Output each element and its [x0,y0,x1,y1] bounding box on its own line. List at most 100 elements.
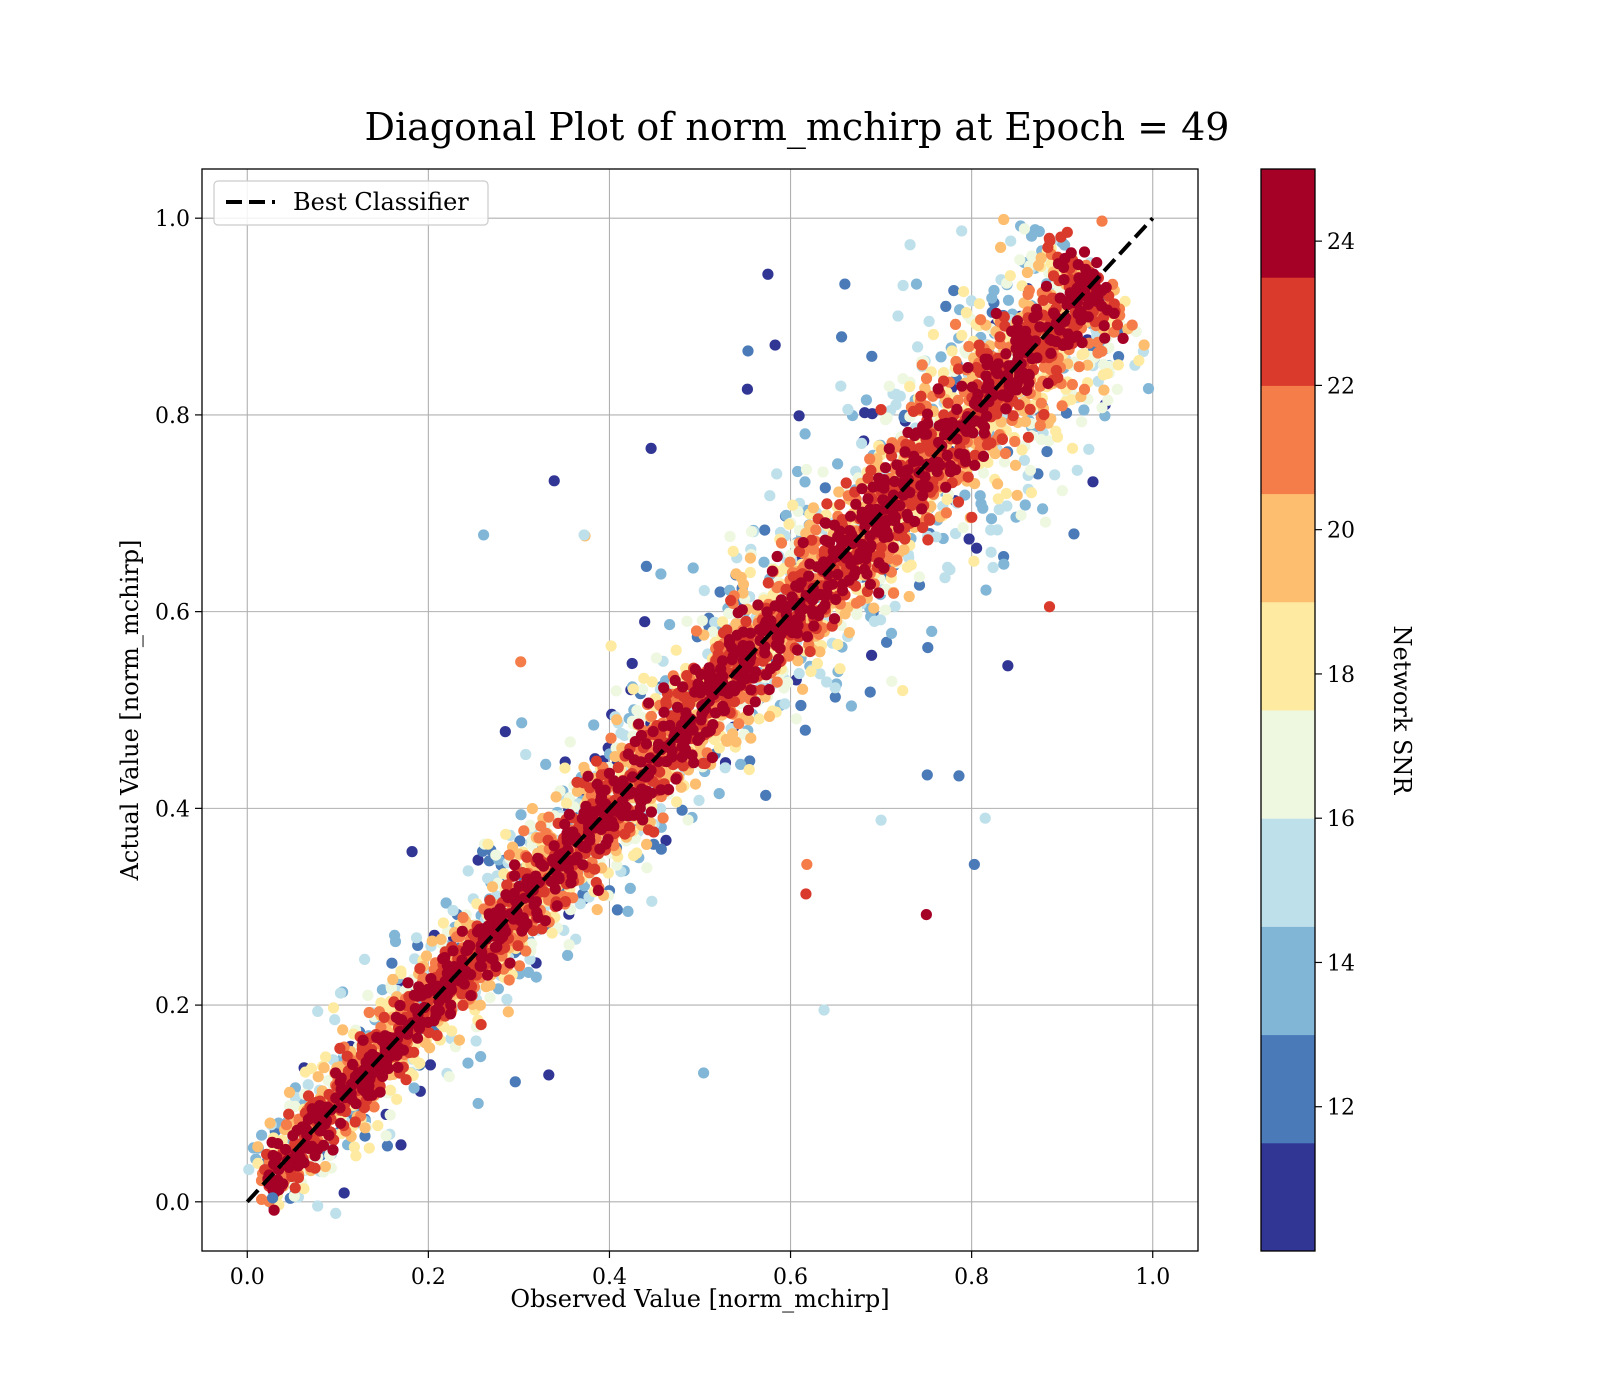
scatter-point [348,1141,360,1153]
scatter-point [842,403,854,416]
scatter-point [655,568,667,580]
scatter-point [766,565,779,577]
scatter-point [770,659,782,672]
scatter-point [486,881,499,893]
scatter-point [540,758,552,771]
scatter-point [507,913,520,925]
scatter-point [875,404,887,416]
scatter-point [792,465,804,478]
scatter-point [394,999,406,1012]
scatter-point [543,811,555,823]
scatter-point [637,683,649,696]
scatter-point [1108,307,1120,319]
scatter-point [1011,489,1023,501]
scatter-point [761,606,773,618]
scatter-point [387,973,399,986]
scatter-point [624,882,636,895]
scatter-point [1007,410,1019,422]
scatter-point [998,456,1011,468]
scatter-point [298,1183,310,1195]
scatter-point [832,638,844,651]
scatter-point [963,533,975,545]
scatter-point [306,1140,318,1152]
scatter-point [396,1014,408,1026]
scatter-point [938,409,950,421]
scatter-point [1091,257,1103,269]
scatter-point [835,380,847,392]
scatter-point [645,806,658,818]
scatter-point [1098,320,1110,332]
scatter-point [833,486,845,498]
scatter-point [420,950,433,962]
chart-title: Diagonal Plot of norm_mchirp at Epoch = … [365,105,1230,150]
scatter-point [1002,294,1015,306]
scatter-point [966,511,978,523]
scatter-point [749,696,761,708]
scatter-point [713,742,725,754]
scatter-point [520,748,532,761]
scatter-point [375,997,387,1009]
scatter-point [830,593,842,606]
scatter-point [771,676,783,688]
scatter-point [951,403,963,415]
scatter-point [745,684,757,696]
scatter-point [977,467,990,479]
scatter-point [803,570,815,582]
scatter-point [902,464,914,476]
scatter-point [727,545,739,557]
scatter-point [783,518,795,530]
scatter-point [866,649,878,661]
scatter-point [996,433,1009,445]
scatter-point [962,362,974,374]
scatter-point [956,329,968,341]
scatter-point [750,666,762,678]
scatter-point [562,949,574,962]
scatter-point [743,764,755,776]
scatter-point [1059,252,1071,265]
scatter-point [408,1046,420,1058]
scatter-point [817,466,829,478]
scatter-point [1024,464,1036,476]
scatter-point [1133,355,1145,367]
scatter-point [1037,294,1049,306]
scatter-point [1000,487,1012,500]
scatter-point [787,499,799,511]
scatter-point [845,700,858,712]
scatter-point [745,732,757,744]
scatter-point [856,437,868,449]
scatter-point [883,443,895,455]
scatter-point [771,550,783,563]
scatter-point [657,812,669,824]
scatter-point [1019,499,1031,511]
scatter-point [1083,443,1095,455]
scatter-point [457,999,469,1012]
scatter-point [612,761,624,774]
scatter-point [986,292,998,304]
scatter-point [791,644,804,656]
scatter-point [571,776,583,788]
scatter-point [963,340,975,353]
scatter-point [1013,399,1025,411]
scatter-point [243,1164,255,1176]
scatter-point [744,552,757,564]
scatter-point [462,1057,474,1069]
scatter-point [349,1116,361,1128]
scatter-point [879,414,892,426]
scatter-point [1073,361,1085,373]
scatter-point [532,852,544,864]
scatter-point [891,554,903,566]
scatter-point [707,626,719,638]
scatter-point [391,1093,403,1105]
scatter-point [958,449,971,461]
scatter-point [565,877,577,889]
scatter-point [501,879,513,891]
scatter-point [645,710,658,722]
scatter-point [591,904,603,916]
scatter-point [266,1136,278,1148]
scatter-point [1138,339,1150,351]
scatter-point [1009,435,1021,448]
scatter-point [675,781,687,793]
scatter-point [357,1034,369,1046]
scatter-point [1048,270,1060,282]
scatter-point [291,1124,303,1136]
